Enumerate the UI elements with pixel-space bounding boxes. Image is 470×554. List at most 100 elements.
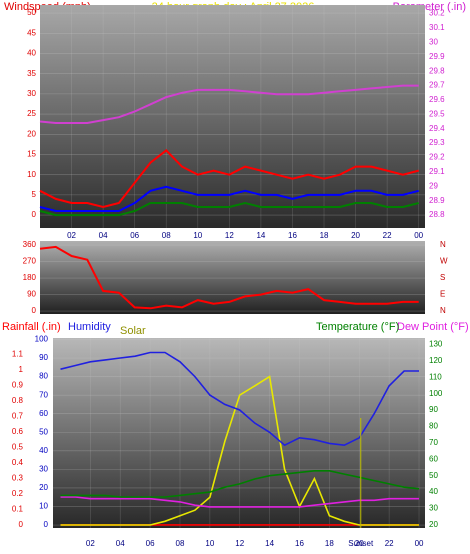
series-label: Humidity — [68, 321, 111, 333]
y2-tick-label: 29.7 — [429, 81, 445, 90]
y2-tick-label: S — [440, 273, 445, 282]
y2-tick-label: N — [440, 240, 446, 249]
y-tick-label: 20 — [27, 129, 36, 138]
y2-tick-label: 100 — [429, 389, 443, 398]
x-tick-label: 08 — [162, 231, 171, 240]
y3-tick-label: 0.1 — [12, 505, 24, 514]
y-tick-label: 0 — [32, 306, 37, 315]
series-line — [39, 149, 419, 209]
y-tick-label: 0 — [32, 210, 37, 219]
y-tick-label: 25 — [27, 109, 36, 118]
x-tick-label: 18 — [325, 539, 334, 548]
y2-tick-label: 29.8 — [429, 66, 445, 75]
y-tick-label: 40 — [39, 446, 48, 455]
y2-tick-label: 28.9 — [429, 196, 445, 205]
x-tick-label: 14 — [256, 231, 265, 240]
y2-tick-label: 30 — [429, 38, 438, 47]
y2-tick-label: 30.1 — [429, 23, 445, 32]
y2-tick-label: 30.2 — [429, 9, 445, 18]
series-line — [60, 375, 419, 526]
y2-tick-label: 29.6 — [429, 95, 445, 104]
y-tick-label: 180 — [23, 273, 37, 282]
y2-tick-label: 29.1 — [429, 167, 445, 176]
x-tick-label: 00 — [415, 539, 424, 548]
y-tick-label: 60 — [39, 409, 48, 418]
x-tick-label: 18 — [320, 231, 329, 240]
y3-tick-label: 0.9 — [12, 381, 24, 390]
x-tick-label: 12 — [235, 539, 244, 548]
y-tick-label: 0 — [44, 520, 49, 529]
series-label: Solar — [120, 325, 146, 337]
y3-tick-label: 0.2 — [12, 489, 24, 498]
y3-tick-label: 0.4 — [12, 458, 24, 467]
y3-tick-label: 0.3 — [12, 474, 24, 483]
y-tick-label: 70 — [39, 390, 48, 399]
y2-tick-label: 90 — [429, 405, 438, 414]
y3-tick-label: 0.6 — [12, 427, 24, 436]
y2-tick-label: 130 — [429, 340, 443, 349]
series-line — [60, 469, 420, 498]
y-tick-label: 80 — [39, 372, 48, 381]
y-tick-label: 45 — [27, 28, 36, 37]
x-tick-label: 08 — [176, 539, 185, 548]
y-tick-label: 90 — [39, 353, 48, 362]
y-tick-label: 50 — [27, 8, 36, 17]
y3-tick-label: 1 — [19, 365, 24, 374]
x-tick-label: 22 — [383, 231, 392, 240]
y-tick-label: 40 — [27, 49, 36, 58]
y2-tick-label: 29.3 — [429, 138, 445, 147]
y-tick-label: 90 — [27, 290, 36, 299]
x-tick-label: 02 — [67, 231, 76, 240]
x-tick-label: 06 — [130, 231, 139, 240]
x-tick-label: 00 — [414, 231, 423, 240]
series-line — [39, 185, 419, 212]
x-tick-label: 04 — [99, 231, 108, 240]
series-label: Temperature (°F) — [316, 321, 399, 333]
y-tick-label: 10 — [27, 170, 36, 179]
y2-tick-label: 28.8 — [429, 210, 445, 219]
y-tick-label: 15 — [27, 150, 36, 159]
y-tick-label: 5 — [32, 190, 37, 199]
y2-tick-label: 80 — [429, 422, 438, 431]
y-tick-label: 10 — [39, 502, 48, 511]
y2-tick-label: 40 — [429, 487, 438, 496]
y2-tick-label: 29.4 — [429, 124, 445, 133]
series-label: Rainfall (.in) — [2, 321, 61, 333]
y-tick-label: 30 — [39, 464, 48, 473]
y-tick-label: 35 — [27, 69, 36, 78]
y2-tick-label: 20 — [429, 520, 438, 529]
x-tick-label: 10 — [205, 539, 214, 548]
y2-tick-label: 120 — [429, 356, 443, 365]
y2-tick-label: 110 — [429, 372, 442, 381]
annotation: Sunset — [348, 539, 374, 548]
y3-tick-label: 0.5 — [12, 443, 24, 452]
y2-tick-label: 29.9 — [429, 52, 445, 61]
series-line — [39, 84, 419, 124]
y-tick-label: 100 — [35, 335, 49, 344]
y2-tick-label: 60 — [429, 454, 438, 463]
x-tick-label: 10 — [193, 231, 202, 240]
y-tick-label: 360 — [23, 240, 37, 249]
y2-tick-label: 29.2 — [429, 153, 445, 162]
x-tick-label: 16 — [288, 231, 297, 240]
y2-tick-label: E — [440, 290, 445, 299]
x-tick-label: 06 — [146, 539, 155, 548]
y-tick-label: 30 — [27, 89, 36, 98]
y2-tick-label: N — [440, 306, 446, 315]
y3-tick-label: 0.8 — [12, 396, 24, 405]
y2-tick-label: 70 — [429, 438, 438, 447]
y3-tick-label: 0.7 — [12, 412, 24, 421]
series-line — [60, 496, 419, 508]
y2-tick-label: 29.5 — [429, 109, 445, 118]
x-tick-label: 14 — [265, 539, 274, 548]
y2-tick-label: W — [440, 257, 448, 266]
x-tick-label: 02 — [86, 539, 95, 548]
series-line — [39, 245, 419, 310]
series-line — [39, 201, 419, 217]
y3-tick-label: 1.1 — [12, 350, 24, 359]
x-tick-label: 20 — [351, 231, 360, 240]
x-tick-label: 16 — [295, 539, 304, 548]
y-tick-label: 50 — [39, 427, 48, 436]
y-tick-label: 20 — [39, 483, 48, 492]
